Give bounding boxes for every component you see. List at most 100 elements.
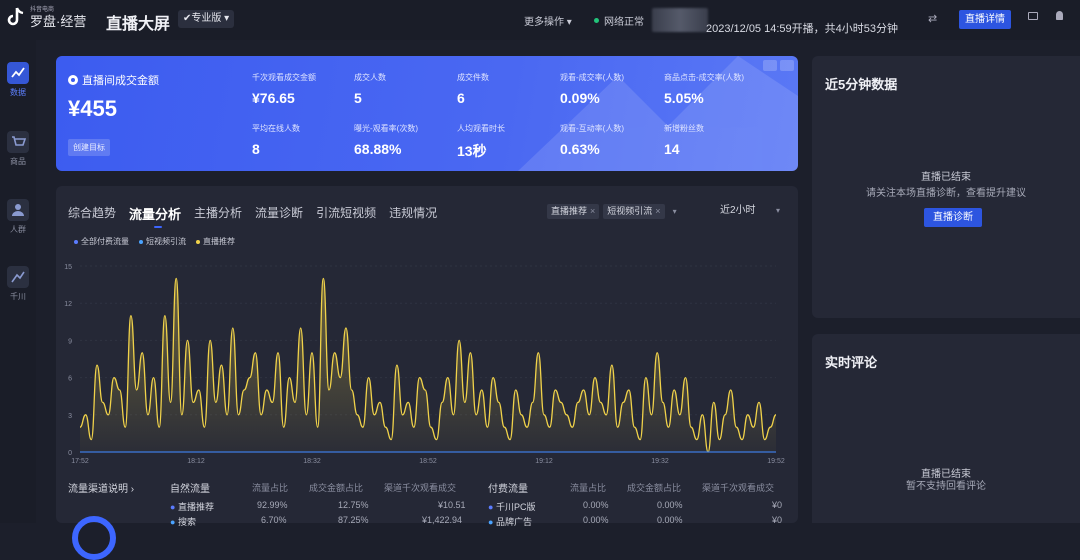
table-header: 渠道千次观看成交 — [384, 483, 457, 493]
kpi-metric-label: 新增粉丝数 — [664, 124, 704, 133]
filter-chip-label: 直播推荐 — [551, 205, 588, 216]
sidebar-item-qianchuan[interactable]: 千川 — [4, 266, 32, 302]
filter-chip[interactable]: 直播推荐 × — [547, 203, 600, 219]
tab-traffic-diagnosis[interactable]: 流量诊断 — [255, 206, 304, 220]
tab-violations[interactable]: 违规情况 — [389, 206, 438, 220]
chart-icon — [7, 62, 29, 84]
sidebar-item-products[interactable]: 商品 — [4, 131, 32, 167]
logo-subtitle: 抖音电商 — [30, 6, 55, 13]
channel-filter[interactable]: 直播推荐 × 短视频引流 × ▾ — [547, 202, 677, 220]
kpi-metric: 新增粉丝数 14 — [664, 123, 704, 157]
y-tick-label: 3 — [68, 413, 72, 420]
legend-dot-icon — [74, 239, 78, 244]
table-cell: 6.70% — [261, 515, 287, 525]
info-icon — [68, 75, 78, 85]
network-status-label: 网络正常 — [604, 17, 644, 28]
kpi-metric-label: 成交件数 — [457, 73, 489, 82]
more-operations-menu[interactable]: 更多操作 ▾ — [524, 17, 572, 28]
table-cell: 0.00% — [657, 500, 683, 510]
live-diagnosis-button[interactable]: 直播诊断 — [924, 208, 982, 227]
logo[interactable]: 抖音电商 罗盘·经营 — [6, 6, 86, 28]
tab-short-video[interactable]: 引流短视频 — [316, 206, 377, 220]
create-goal-button[interactable]: 创建目标 — [68, 139, 110, 156]
sidebar: 数据 商品 人群 千川 — [0, 40, 36, 523]
edition-dropdown[interactable]: ✔专业版 ▾ — [178, 10, 235, 28]
close-icon[interactable]: × — [655, 205, 661, 216]
kpi-metric-value: 68.88% — [354, 141, 402, 157]
table-header: 流量占比 — [570, 483, 607, 493]
table-row-label: ● 千川PC版 — [488, 502, 536, 512]
y-tick-label: 15 — [64, 264, 72, 271]
table-row-label: ● 品牌广告 — [488, 517, 532, 527]
table-cell: ¥0 — [772, 515, 783, 525]
kpi-metric-label: 人均观看时长 — [457, 124, 505, 133]
page-title: 直播大屏 — [106, 16, 171, 33]
sidebar-item-label: 商品 — [10, 157, 26, 166]
kpi-metric-value: 14 — [664, 141, 680, 157]
gmv-label-text: 直播间成交金额 — [82, 75, 159, 87]
legend-item[interactable]: 短视频引流 — [139, 236, 186, 247]
bell-icon[interactable] — [1056, 11, 1063, 20]
table-cell: 0.00% — [657, 515, 683, 525]
switch-icon[interactable]: ⇄ — [928, 13, 938, 25]
kpi-metric-value: 5.05% — [664, 90, 704, 106]
kpi-decoration — [518, 56, 798, 171]
tab-overall-trend[interactable]: 综合趋势 — [68, 206, 117, 220]
sidebar-item-audience[interactable]: 人群 — [4, 199, 32, 235]
chevron-down-icon[interactable]: ▾ — [672, 206, 677, 216]
y-tick-label: 6 — [68, 376, 72, 383]
recent-5min-panel: 近5分钟数据 直播已结束 请关注本场直播诊断，查看提升建议 直播诊断 — [812, 56, 1080, 318]
filter-chip[interactable]: 短视频引流 × — [603, 203, 665, 219]
series-area-live-recommend — [80, 278, 776, 452]
legend-item[interactable]: 直播推荐 — [196, 236, 235, 247]
kpi-metric-value: 0.63% — [560, 141, 600, 157]
table-header: 流量占比 — [252, 483, 289, 493]
table-cell: ¥0 — [772, 500, 783, 510]
swap-icon[interactable] — [780, 60, 794, 71]
account-avatar[interactable] — [652, 8, 708, 32]
comments-hint: 暂不支持回看评论 — [906, 481, 986, 492]
legend-label: 全部付费流量 — [81, 237, 129, 246]
kpi-metric: 观看-互动率(人数) 0.63% — [560, 123, 624, 157]
traffic-tabs: 综合趋势 流量分析 主播分析 流量诊断 引流短视频 违规情况 — [68, 204, 438, 228]
sidebar-item-data[interactable]: 数据 — [4, 62, 32, 98]
channel-description-link[interactable]: 流量渠道说明 › — [68, 484, 135, 495]
sidebar-item-label: 千川 — [10, 292, 26, 301]
x-tick-label: 19:32 — [651, 458, 669, 465]
screen-icon[interactable] — [1028, 12, 1038, 20]
table-row-label: ● 直播推荐 — [170, 502, 214, 512]
kpi-metric-value: 6 — [457, 90, 465, 106]
gmv-value: ¥455 — [68, 96, 117, 121]
tab-anchor-analysis[interactable]: 主播分析 — [194, 206, 243, 220]
kpi-metric-label: 观看-互动率(人数) — [560, 124, 624, 133]
table-cell: 0.00% — [583, 515, 609, 525]
legend-item[interactable]: 全部付费流量 — [74, 236, 129, 247]
live-detail-button[interactable]: 直播详情 — [959, 10, 1011, 29]
settings-icon[interactable] — [763, 60, 777, 71]
traffic-line-chart: 0 3 6 9 12 15 17:52 18:12 18:32 18:52 19:12 19:32 19… — [64, 264, 785, 465]
kpi-metric-value: 13秒 — [457, 143, 487, 159]
kpi-metric-value: 0.09% — [560, 90, 600, 106]
kpi-metric: 观看-成交率(人数) 0.09% — [560, 72, 624, 106]
gmv-label: 直播间成交金额 — [68, 72, 159, 88]
close-icon[interactable]: × — [590, 205, 596, 216]
kpi-metric: 成交件数 6 — [457, 72, 489, 106]
chevron-down-icon: ▾ — [775, 206, 780, 215]
kpi-metric-label: 观看-成交率(人数) — [560, 73, 624, 82]
table-cell: ¥1,422.94 — [422, 515, 463, 525]
kpi-metric-value: 8 — [252, 141, 260, 157]
kpi-metric: 商品点击-成交率(人数) 5.05% — [664, 72, 744, 106]
x-tick-label: 18:12 — [187, 458, 205, 465]
kpi-metric: 平均在线人数 8 — [252, 123, 300, 157]
x-tick-label: 19:12 — [535, 458, 553, 465]
top-bar: 抖音电商 罗盘·经营 直播大屏 ✔专业版 ▾ 更多操作 ▾ 网络正常 2023/… — [0, 0, 1080, 40]
chart-legend: 全部付费流量 短视频引流 直播推荐 — [74, 236, 235, 247]
legend-dot-icon — [196, 239, 200, 244]
traffic-panel: 综合趋势 流量分析 主播分析 流量诊断 引流短视频 违规情况 直播推荐 × 短视频… — [56, 186, 798, 560]
time-range-select[interactable]: 近2小时 ▾ — [712, 202, 784, 220]
sidebar-item-label: 人群 — [10, 225, 26, 234]
table-cell: 87.25% — [338, 515, 369, 525]
filter-chip-label: 短视频引流 — [607, 205, 653, 216]
tab-traffic-analysis[interactable]: 流量分析 — [129, 204, 181, 228]
kpi-metric-value: 5 — [354, 90, 362, 106]
